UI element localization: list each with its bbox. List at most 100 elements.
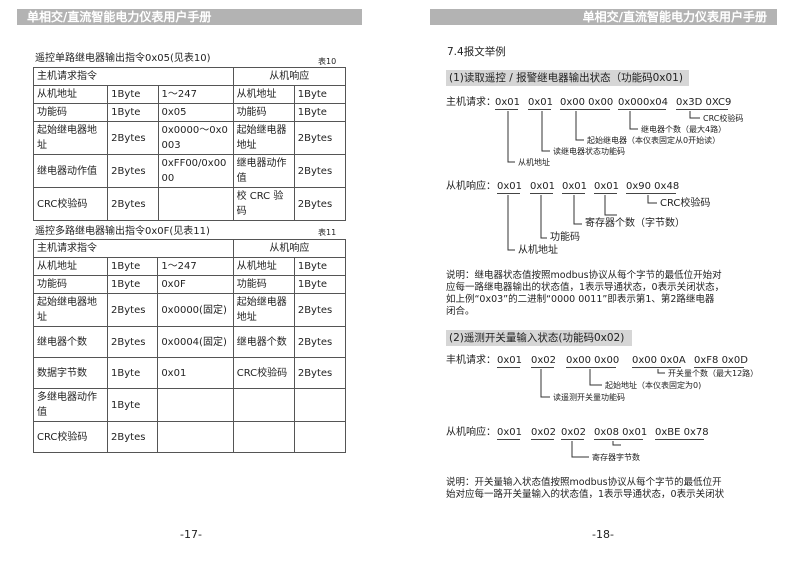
ex1-req-value: 0x01 <box>528 97 554 110</box>
ex2-request-connectors <box>540 369 665 398</box>
table-row: 起始继电器地址 2Bytes 0x0000～0x0003 起始继电器地址 2Bytes <box>32 121 347 155</box>
table11-number: 表11 <box>318 228 337 237</box>
ex1-response-connectors <box>507 195 657 251</box>
ex1-resp-value: 0x01 <box>530 181 556 194</box>
explanation-line: 说明：继电器状态值按照modbus协议从每个字节的最低位开始对 <box>446 270 722 281</box>
page-number-left: -17- <box>180 528 202 541</box>
page-number-right: -18- <box>592 528 614 541</box>
ex1-response-label: 从机响应： <box>446 181 496 192</box>
ex1-request-connectors <box>507 111 700 163</box>
table-cell: 数据字节数 <box>32 357 109 389</box>
table-cell: 起始继电器地址 <box>232 293 295 327</box>
header-title: 单相交/直流智能电力仪表用户手册 <box>27 10 212 24</box>
table-cell: 2Bytes <box>107 326 159 358</box>
table-cell: 0xFF00/0x0000 <box>157 154 234 188</box>
table-row: 功能码 1Byte 0x0F 功能码 1Byte <box>32 275 347 294</box>
table-cell: 2Bytes <box>293 357 347 389</box>
table-cell: 起始继电器地址 <box>32 121 109 155</box>
ex1-req-value: 0x00 0x00 <box>560 97 614 110</box>
ex1-resp-value: 0x01 <box>594 181 620 194</box>
table-cell: 2Bytes <box>293 121 347 155</box>
table-cell: 2Bytes <box>107 421 159 453</box>
table11-caption: 遥控多路继电器输出指令0x0F(见表11) <box>35 226 210 237</box>
table-cell <box>157 421 234 453</box>
table-cell: 2Bytes <box>107 121 159 155</box>
ex1-req-note: CRC校验码 <box>703 114 744 123</box>
ex1-resp-value: 0x01 <box>497 181 523 194</box>
ex2-explanation: 说明：开关量输入状态值按照modbus协议从每个字节的最低位开 始对应每一路开关… <box>446 477 776 501</box>
ex2-response-label: 从机响应： <box>446 427 496 438</box>
ex2-response-connectors <box>571 441 621 458</box>
table-row: 数据字节数 1Byte 0x01 CRC校验码 2Bytes <box>32 357 347 389</box>
explanation-line: 说明：开关量输入状态值按照modbus协议从每个字节的最低位开 <box>446 477 722 488</box>
table-cell: 多继电器动作值 <box>32 388 109 422</box>
explanation-line: 闭合。 <box>446 306 475 317</box>
ex1-req-note: 起始继电器（本仪表固定从0开始读） <box>587 136 721 145</box>
table-row: CRC校验码 2Bytes 校 CRC 验码 2Bytes <box>32 187 347 221</box>
table-cell: 起始继电器地址 <box>32 293 109 327</box>
ex2-resp-value: 0x01 <box>497 427 523 440</box>
ex2-resp-value: 0xBE 0x78 <box>655 427 709 440</box>
ex1-resp-value: 0x01 <box>562 181 588 194</box>
ex2-req-note: 开关量个数（最大12路） <box>668 369 759 378</box>
ex1-request-label: 主机请求： <box>446 97 496 108</box>
ex2-req-value: 0xF8 0x0D <box>694 355 748 368</box>
table-cell <box>293 421 347 453</box>
explanation-line: 始对应每一路开关量输入的状态值，1表示导通状态，0表示关闭状 <box>446 489 725 500</box>
ex1-req-note: 读继电器状态功能码 <box>553 147 625 156</box>
ex2-req-value: 0x02 <box>531 355 557 368</box>
table-cell: 2Bytes <box>293 326 347 358</box>
table-cell: 0x0000～0x0003 <box>157 121 234 155</box>
table-cell: 起始继电器地址 <box>232 121 295 155</box>
table-row: 起始继电器地址 2Bytes 0x0000(固定) 起始继电器地址 2Bytes <box>32 293 347 327</box>
ex1-req-value: 0x3D 0XC9 <box>676 97 732 110</box>
ex2-req-value: 0x00 0x00 <box>566 355 620 368</box>
table-cell: 1Byte <box>107 388 159 422</box>
table10-number: 表10 <box>318 57 337 66</box>
table-cell <box>232 388 295 422</box>
table-cell: 继电器动作值 <box>232 154 295 188</box>
table11: 主机请求指令 从机响应 从机地址 1Byte 1～247 从机地址 1Byte 功能码 1Byt… <box>32 239 347 453</box>
ex1-req-value: 0x01 <box>495 97 521 110</box>
ex1-req-note: 继电器个数（最大4路） <box>641 125 727 134</box>
header-title: 单相交/直流智能电力仪表用户手册 <box>582 10 767 24</box>
explanation-line: 应每一路继电器输出的状态值，1表示导通状态，0表示关闭状态， <box>446 282 725 293</box>
ex2-req-value: 0x00 0x0A <box>632 355 686 368</box>
table-cell: CRC校验码 <box>32 421 109 453</box>
ex1-resp-note: 寄存器个数（字节数） <box>585 218 685 229</box>
ex2-req-note: 起始地址（本仪表固定为0) <box>605 381 702 390</box>
table-row: 多继电器动作值 1Byte <box>32 388 347 422</box>
ex2-resp-note: 寄存器字节数 <box>592 453 640 462</box>
ex1-resp-value: 0x90 0x48 <box>626 181 680 194</box>
table-cell <box>157 187 234 221</box>
table-header-row: 主机请求指令 从机响应 <box>33 67 347 86</box>
table10-caption: 遥控单路继电器输出指令0x05(见表10) <box>35 53 211 64</box>
right-header-bar: 单相交/直流智能电力仪表用户手册 <box>430 9 777 25</box>
left-header-bar: 单相交/直流智能电力仪表用户手册 <box>17 9 362 25</box>
table-cell: 2Bytes <box>107 187 159 221</box>
ex1-resp-note: 从机地址 <box>518 245 558 256</box>
table-row: 从机地址 1Byte 1～247 从机地址 1Byte <box>32 257 347 276</box>
table-row: 继电器动作值 2Bytes 0xFF00/0x0000 继电器动作值 2Bytes <box>32 154 347 188</box>
ex1-req-value: 0x000x04 <box>618 97 669 110</box>
ex1-title: (1)读取遥控 / 报警继电器输出状态（功能码0x01) <box>446 70 689 86</box>
table-header-row: 主机请求指令 从机响应 <box>33 239 347 258</box>
table-cell: 2Bytes <box>107 154 159 188</box>
ex1-req-note: 从机地址 <box>518 158 550 167</box>
ex2-req-note: 读遥测开关量功能码 <box>553 393 625 402</box>
ex2-req-value: 0x01 <box>497 355 523 368</box>
ex2-title: (2)遥测开关量输入状态(功能码0x02) <box>446 330 632 346</box>
table-cell: 1Byte <box>107 357 159 389</box>
table-row: 继电器个数 2Bytes 0x0004(固定) 继电器个数 2Bytes <box>32 326 347 358</box>
table-cell: 0x01 <box>157 357 234 389</box>
table-cell: 2Bytes <box>293 187 347 221</box>
table-cell: 校 CRC 验码 <box>232 187 295 221</box>
table10: 主机请求指令 从机响应 从机地址 1Byte 1～247 从机地址 1Byte 功能码 1Byt… <box>32 67 347 221</box>
explanation-line: 如上例“0x03”的二进制“0000 0011”即表示第1、第2路继电器 <box>446 294 715 305</box>
table-row: CRC校验码 2Bytes <box>32 421 347 453</box>
table-cell: 继电器个数 <box>232 326 295 358</box>
table-cell <box>293 388 347 422</box>
table-row: 从机地址 1Byte 1～247 从机地址 1Byte <box>32 85 347 104</box>
section-title: 7.4报文举例 <box>447 46 506 58</box>
